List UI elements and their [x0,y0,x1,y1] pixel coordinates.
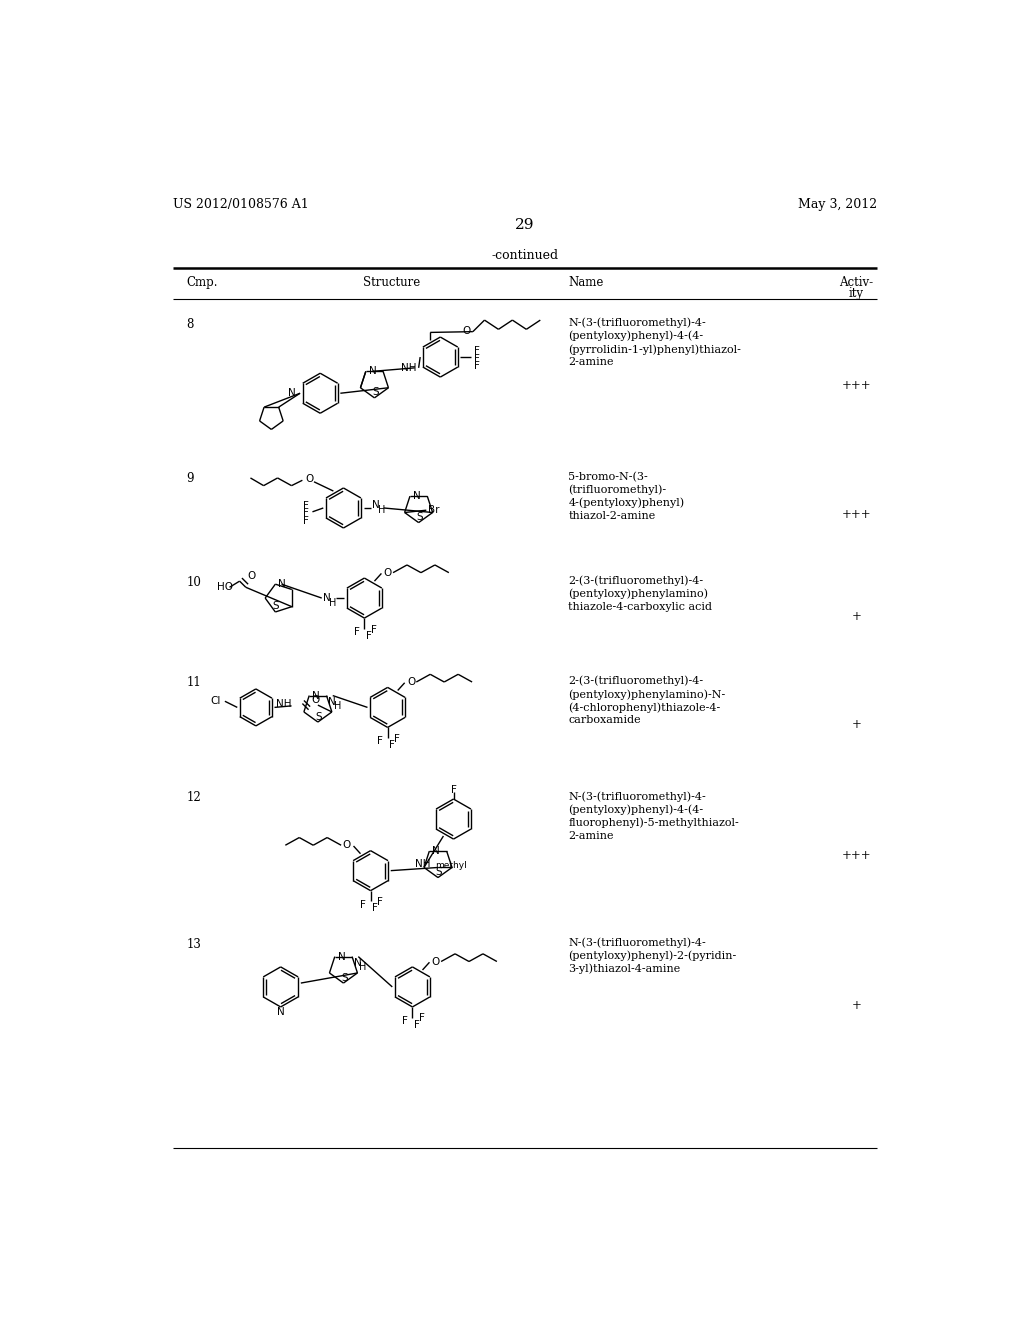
Text: F: F [377,898,383,907]
Text: Cmp.: Cmp. [186,276,218,289]
Text: F: F [474,354,479,363]
Text: F: F [354,627,359,638]
Text: O: O [432,957,440,966]
Text: 11: 11 [186,676,201,689]
Text: 10: 10 [186,576,201,589]
Text: N: N [338,952,346,961]
Text: Cl: Cl [211,696,221,706]
Text: F: F [474,346,479,356]
Text: O: O [311,696,319,705]
Text: F: F [360,899,366,909]
Text: N: N [279,579,286,589]
Text: S: S [315,711,322,722]
Text: US 2012/0108576 A1: US 2012/0108576 A1 [173,198,308,211]
Text: Br: Br [428,506,439,515]
Text: H: H [334,701,341,711]
Text: N: N [432,846,440,857]
Text: H: H [329,598,336,607]
Text: F: F [303,500,309,511]
Text: O: O [407,677,416,686]
Text: +++: +++ [842,849,871,862]
Text: F: F [394,734,399,744]
Text: F: F [401,1016,408,1026]
Text: HO: HO [217,582,233,593]
Text: F: F [419,1014,425,1023]
Text: O: O [342,841,350,850]
Text: H: H [359,962,367,973]
Text: H: H [378,504,385,515]
Text: methyl: methyl [435,862,467,870]
Text: F: F [377,737,383,746]
Text: +: + [852,718,861,731]
Text: F: F [303,516,309,527]
Text: F: F [303,508,309,519]
Text: +: + [852,610,861,623]
Text: N: N [353,958,361,968]
Text: NH: NH [400,363,417,372]
Text: 8: 8 [186,318,194,331]
Text: Structure: Structure [362,276,420,289]
Text: N-(3-(trifluoromethyl)-4-
(pentyloxy)phenyl)-4-(4-
fluorophenyl)-5-methylthiazol: N-(3-(trifluoromethyl)-4- (pentyloxy)phe… [568,792,739,841]
Text: N-(3-(trifluoromethyl)-4-
(pentyloxy)phenyl)-4-(4-
(pyrrolidin-1-yl)phenyl)thiaz: N-(3-(trifluoromethyl)-4- (pentyloxy)phe… [568,318,741,367]
Text: May 3, 2012: May 3, 2012 [798,198,877,211]
Text: 12: 12 [186,792,201,804]
Text: +++: +++ [842,379,871,392]
Text: N-(3-(trifluoromethyl)-4-
(pentyloxy)phenyl)-2-(pyridin-
3-yl)thiazol-4-amine: N-(3-(trifluoromethyl)-4- (pentyloxy)phe… [568,937,736,974]
Text: F: F [371,624,377,635]
Text: S: S [341,973,347,982]
Text: NH: NH [415,859,430,870]
Text: 2-(3-(trifluoromethyl)-4-
(pentyloxy)phenylamino)-N-
(4-chlorophenyl)thiazole-4-: 2-(3-(trifluoromethyl)-4- (pentyloxy)phe… [568,676,725,725]
Text: O: O [305,474,313,483]
Text: S: S [272,601,279,611]
Text: N: N [289,388,296,399]
Text: 13: 13 [186,937,201,950]
Text: N: N [312,690,321,701]
Text: N: N [372,500,380,510]
Text: 29: 29 [515,218,535,232]
Text: F: F [372,903,378,913]
Text: 2-(3-(trifluoromethyl)-4-
(pentyloxy)phenylamino)
thiazole-4-carboxylic acid: 2-(3-(trifluoromethyl)-4- (pentyloxy)phe… [568,576,713,612]
Text: S: S [416,512,423,523]
Text: ity: ity [849,286,864,300]
Text: N: N [328,697,336,706]
Text: N: N [369,367,377,376]
Text: O: O [384,568,392,578]
Text: +: + [852,999,861,1012]
Text: N: N [413,491,421,502]
Text: F: F [389,741,395,750]
Text: N: N [276,1007,285,1018]
Text: 9: 9 [186,471,194,484]
Text: S: S [372,388,379,397]
Text: O: O [463,326,471,335]
Text: N: N [324,593,331,603]
Text: +++: +++ [842,508,871,521]
Text: F: F [474,362,479,371]
Text: F: F [414,1019,420,1030]
Text: S: S [435,867,442,878]
Text: Name: Name [568,276,603,289]
Text: O: O [248,570,256,581]
Text: NH: NH [276,700,292,709]
Text: 5-bromo-N-(3-
(trifluoromethyl)-
4-(pentyloxy)phenyl)
thiazol-2-amine: 5-bromo-N-(3- (trifluoromethyl)- 4-(pent… [568,471,684,521]
Text: F: F [366,631,372,640]
Text: Activ-: Activ- [840,276,873,289]
Text: F: F [451,785,457,795]
Text: -continued: -continued [492,249,558,263]
